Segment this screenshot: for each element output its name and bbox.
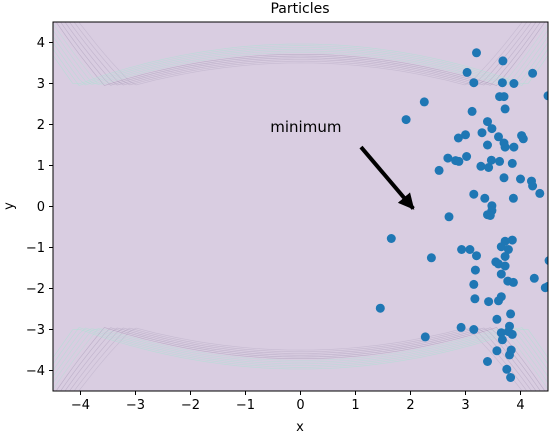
particle-point — [443, 154, 452, 163]
x-tick-label: −1 — [236, 398, 255, 413]
particle-point — [497, 270, 506, 279]
x-tick-label: 3 — [461, 398, 469, 413]
particle-point — [494, 296, 503, 305]
x-axis-label: x — [296, 420, 304, 435]
y-tick-label: 4 — [37, 36, 45, 51]
particle-point — [454, 134, 463, 143]
particle-point — [387, 234, 396, 243]
particle-point — [498, 56, 507, 65]
x-tick-label: −2 — [181, 398, 200, 413]
particle-point — [506, 373, 515, 382]
particle-point — [484, 297, 493, 306]
y-tick-label: −1 — [26, 241, 45, 256]
particle-point — [495, 157, 504, 166]
particle-point — [508, 330, 517, 339]
particle-point — [486, 211, 495, 220]
particle-point — [445, 212, 454, 221]
particle-point — [472, 48, 481, 57]
plot-area: minimum — [48, 0, 552, 432]
particle-point — [492, 315, 501, 324]
particle-point — [469, 78, 478, 87]
particle-point — [454, 157, 463, 166]
particle-point — [502, 365, 511, 374]
y-axis-label: y — [2, 202, 17, 210]
particle-point — [402, 115, 411, 124]
particle-point — [509, 278, 518, 287]
y-tick-label: −2 — [26, 282, 45, 297]
particle-point — [516, 175, 525, 184]
particle-point — [487, 124, 496, 133]
particle-point — [501, 262, 510, 271]
particle-point — [427, 253, 436, 262]
particle-point — [483, 141, 492, 150]
particle-point — [530, 274, 539, 283]
particle-point — [469, 325, 478, 334]
particle-point — [457, 245, 466, 254]
particle-point — [501, 143, 510, 152]
particle-point — [501, 252, 510, 261]
x-axis: −4 −3 −2 −1 0 1 2 3 4 — [71, 391, 525, 413]
particle-point — [500, 173, 509, 182]
particle-point — [500, 92, 509, 101]
y-tick-label: −3 — [26, 323, 45, 338]
chart-title: Particles — [270, 1, 329, 17]
particle-point — [480, 194, 489, 203]
x-tick-label: 0 — [296, 398, 304, 413]
particle-point — [505, 350, 514, 359]
particle-point — [470, 294, 479, 303]
annotation-label: minimum — [270, 118, 341, 136]
y-tick-label: −4 — [26, 364, 45, 379]
particle-point — [498, 335, 507, 344]
particle-point — [509, 194, 518, 203]
particle-point — [465, 245, 474, 254]
particle-point — [476, 162, 485, 171]
particle-point — [376, 304, 385, 313]
particle-point — [508, 159, 517, 168]
y-axis: −4 −3 −2 −1 0 1 2 3 4 — [26, 36, 53, 379]
particle-point — [498, 78, 507, 87]
particle-point — [471, 266, 480, 275]
particle-point — [463, 68, 472, 77]
particle-point — [509, 79, 518, 88]
particle-point — [462, 152, 471, 161]
particle-point — [528, 182, 537, 191]
particle-point — [492, 346, 501, 355]
particle-point — [528, 69, 537, 78]
particle-point — [457, 323, 466, 332]
particle-point — [483, 357, 492, 366]
particle-point — [501, 104, 510, 113]
particle-point — [469, 190, 478, 199]
particle-point — [478, 128, 487, 137]
particle-point — [469, 280, 478, 289]
x-tick-label: −3 — [126, 398, 145, 413]
y-tick-label: 0 — [37, 200, 45, 215]
particle-point — [420, 97, 429, 106]
particle-point — [506, 309, 515, 318]
x-tick-label: 2 — [406, 398, 414, 413]
particle-point — [508, 236, 517, 245]
y-tick-label: 1 — [37, 159, 45, 174]
particle-point — [472, 251, 481, 260]
x-tick-label: 1 — [351, 398, 359, 413]
particle-point — [468, 107, 477, 116]
particle-point — [484, 163, 493, 172]
particle-point — [535, 189, 544, 198]
particle-point — [435, 166, 444, 175]
x-tick-label: 4 — [516, 398, 524, 413]
y-tick-label: 3 — [37, 77, 45, 92]
particle-point — [509, 143, 518, 152]
y-tick-label: 2 — [37, 118, 45, 133]
particle-point — [421, 332, 430, 341]
x-tick-label: −4 — [71, 398, 90, 413]
contour-background — [53, 22, 548, 391]
particle-point — [519, 134, 528, 143]
